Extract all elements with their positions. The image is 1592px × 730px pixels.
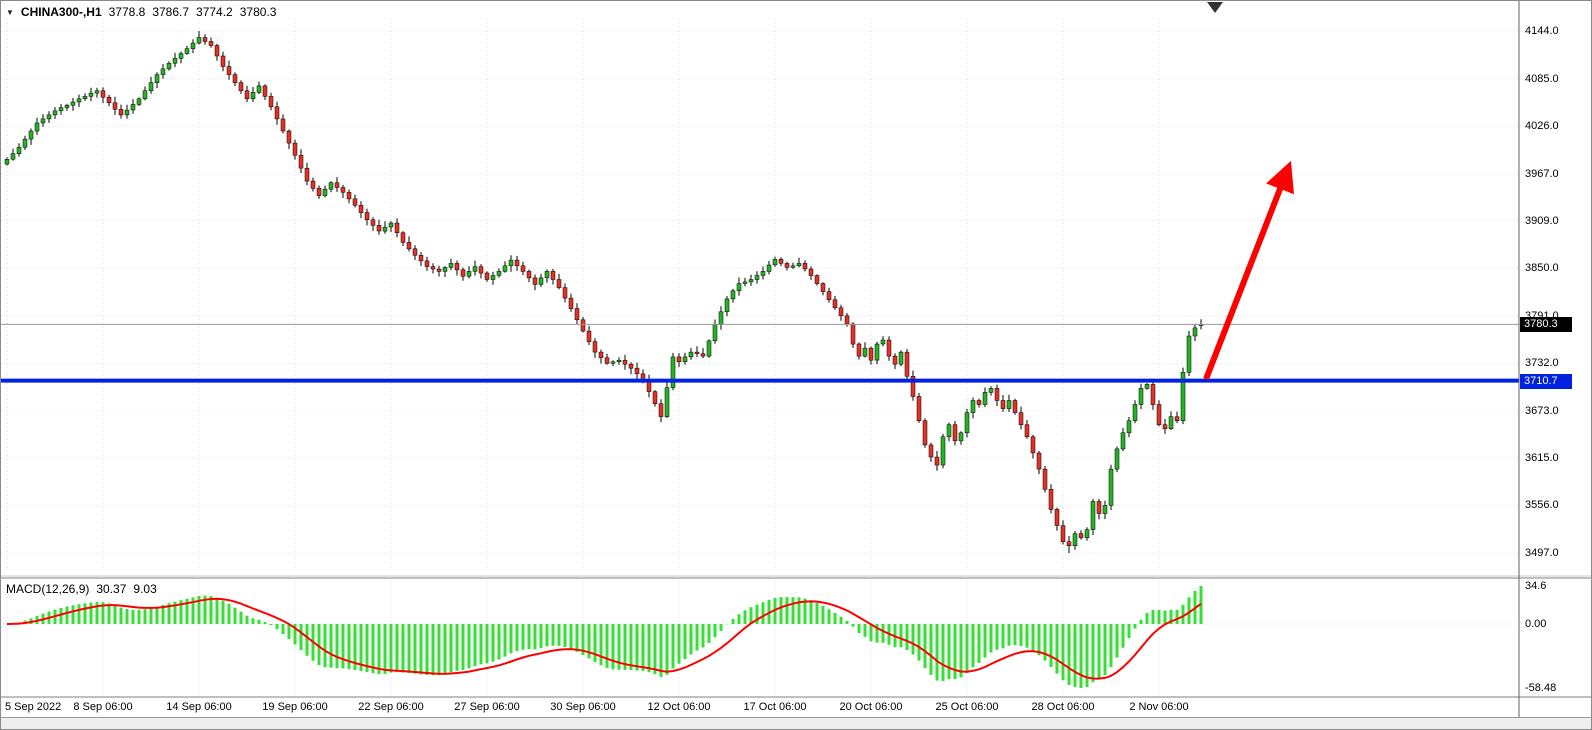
symbol-expand-triangle-icon[interactable]: ▼ <box>6 7 14 17</box>
chart-shift-marker[interactable] <box>1207 2 1223 13</box>
time-axis-label: 5 Sep 2022 <box>5 701 62 713</box>
current-price-badge: 3780.3 <box>1520 317 1572 333</box>
macd-indicator-label: MACD(12,26,9) 30.37 9.03 <box>6 582 157 596</box>
time-axis-label: 28 Oct 06:00 <box>1031 701 1095 713</box>
bottom-bar <box>1 717 1591 729</box>
time-axis-label: 19 Sep 06:00 <box>262 701 328 713</box>
macd-axis-label: 0.00 <box>1525 618 1547 630</box>
ohlc-open-value: 3778.8 <box>108 5 146 19</box>
price-axis[interactable]: 4144.0 4085.0 4026.0 3967.0 3909.0 3850.0 3791… <box>1519 1 1591 717</box>
time-axis-label: 25 Oct 06:00 <box>935 701 999 713</box>
macd-name: MACD(12,26,9) <box>6 582 90 596</box>
macd-signal-line <box>6 597 1202 680</box>
time-axis-label: 20 Oct 06:00 <box>839 701 903 713</box>
support-line-badge: 3710.7 <box>1520 373 1572 389</box>
macd-axis-label: 34.6 <box>1525 580 1547 592</box>
time-axis-label: 14 Sep 06:00 <box>166 701 232 713</box>
price-axis-label: 3497.0 <box>1525 547 1559 559</box>
price-axis-label: 4144.0 <box>1525 25 1559 37</box>
time-axis-label: 8 Sep 06:00 <box>73 701 133 713</box>
price-axis-label: 3732.0 <box>1525 357 1559 370</box>
candles-layer <box>4 31 1204 553</box>
ohlc-close-value: 3780.3 <box>239 5 277 19</box>
price-axis-label: 3967.0 <box>1525 167 1559 180</box>
time-axis-label: 2 Nov 06:00 <box>1129 701 1189 713</box>
price-axis-label: 3615.0 <box>1525 451 1559 464</box>
macd-main-value: 30.37 <box>96 582 127 596</box>
time-axis-label: 17 Oct 06:00 <box>743 701 807 713</box>
price-axis-label: 3850.0 <box>1525 262 1559 275</box>
price-axis-label: 3909.0 <box>1525 214 1559 227</box>
time-axis-label: 27 Sep 06:00 <box>454 701 520 713</box>
macd-histogram <box>11 586 1203 688</box>
chart-header: ▼ CHINA300-,H1 3778.8 3786.7 3774.2 3780… <box>6 5 276 19</box>
macd-signal-value: 9.03 <box>133 582 157 596</box>
price-axis-label: 4085.0 <box>1525 72 1559 85</box>
time-axis-label: 12 Oct 06:00 <box>647 701 711 713</box>
time-axis-label: 30 Sep 06:00 <box>550 701 616 713</box>
price-axis-label: 4026.0 <box>1525 120 1559 133</box>
price-axis-label: 3556.0 <box>1525 499 1559 512</box>
time-axis-label: 22 Sep 06:00 <box>358 701 424 713</box>
price-axis-label: 3673.0 <box>1525 405 1559 417</box>
time-axis[interactable]: 5 Sep 2022 8 Sep 06:00 14 Sep 06:00 19 Sep … <box>1 698 1519 716</box>
ohlc-high-value: 3786.7 <box>152 5 190 19</box>
symbol-timeframe-label: CHINA300-,H1 <box>20 5 102 19</box>
macd-axis-label: -58.48 <box>1525 682 1557 694</box>
ohlc-low-value: 3774.2 <box>196 5 233 19</box>
trend-arrow[interactable] <box>1203 160 1295 381</box>
